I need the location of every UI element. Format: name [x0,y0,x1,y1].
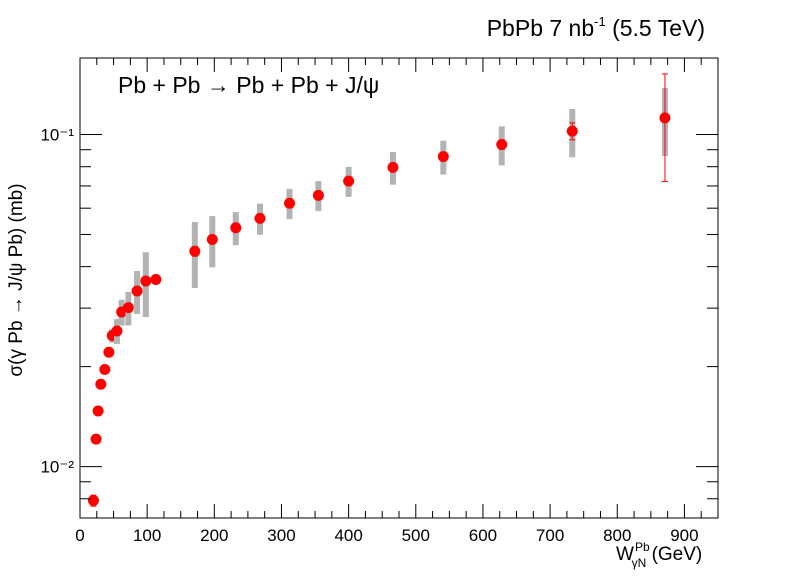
data-point [206,233,218,245]
y-tick-label: 10⁻² [40,458,74,477]
data-point [131,285,143,297]
chart-title: PbPb 7 nb-1 (5.5 TeV) [487,14,705,41]
data-point [312,189,324,201]
x-tick-label: 0 [75,526,84,545]
data-point [140,275,152,287]
x-tick-label: 200 [200,526,228,545]
axis-layer: 0 100 200 300 400 500 600 700 800 900 10⁻² 10⁻¹ [40,58,719,545]
data-point [90,433,102,445]
data-point [103,346,115,358]
x-tick-label: 900 [670,526,698,545]
x-tick-label: 800 [603,526,631,545]
y-tick-label: 10⁻¹ [40,126,74,145]
data-point [387,161,399,173]
data-point [284,197,296,209]
data-point [437,151,449,163]
x-tick-label: 300 [267,526,295,545]
data-point [189,245,201,257]
x-tick-label: 700 [536,526,564,545]
data-point [111,325,123,337]
reaction-annotation: Pb + Pb → Pb + Pb + J/ψ [118,72,379,98]
data-point [99,364,111,376]
data-point [150,273,162,285]
plot-layer [87,73,671,507]
x-tick-label: 500 [402,526,430,545]
data-point [95,378,107,390]
x-tick-label: 400 [334,526,362,545]
data-point [496,139,508,151]
x-tick-label: 100 [133,526,161,545]
data-point [122,302,134,314]
x-tick-label: 600 [469,526,497,545]
data-point [566,125,578,137]
data-point [87,495,99,507]
data-point [343,175,355,187]
data-point [254,212,266,224]
y-axis-label: σ(γ Pb → J/ψ Pb) (mb) [6,183,27,376]
data-point [659,112,671,124]
data-point [92,405,104,417]
x-axis-label: WPb γN (GeV) [616,540,702,570]
data-point [230,222,242,234]
